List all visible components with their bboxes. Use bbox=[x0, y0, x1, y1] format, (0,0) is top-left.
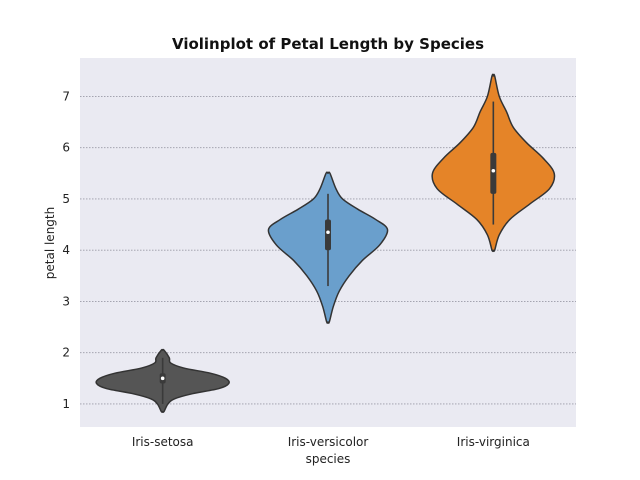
y-tick-label-7: 7 bbox=[62, 89, 70, 103]
x-tick-label-Iris-versicolor: Iris-versicolor bbox=[288, 435, 369, 449]
y-tick-label-3: 3 bbox=[62, 294, 70, 308]
median-point-Iris-setosa bbox=[160, 376, 165, 381]
x-tick-labels: Iris-setosa Iris-versicolor Iris-virginica bbox=[132, 435, 530, 449]
iqr-box-Iris-versicolor bbox=[325, 219, 331, 251]
x-tick-label-Iris-virginica: Iris-virginica bbox=[457, 435, 530, 449]
y-tick-label-5: 5 bbox=[62, 192, 70, 206]
y-tick-labels: 1 2 3 4 5 6 7 bbox=[62, 89, 70, 411]
y-tick-label-1: 1 bbox=[62, 397, 70, 411]
y-tick-label-2: 2 bbox=[62, 346, 70, 360]
iqr-box-Iris-virginica bbox=[490, 152, 497, 194]
y-axis-label: petal length bbox=[43, 207, 57, 279]
y-tick-label-6: 6 bbox=[62, 141, 70, 155]
violins bbox=[95, 73, 556, 413]
x-tick-label-Iris-setosa: Iris-setosa bbox=[132, 435, 194, 449]
y-tick-label-4: 4 bbox=[62, 243, 70, 257]
median-point-Iris-versicolor bbox=[326, 230, 330, 235]
x-axis-label: species bbox=[306, 452, 351, 466]
chart-title: Violinplot of Petal Length by Species bbox=[172, 35, 484, 53]
median-point-Iris-virginica bbox=[491, 168, 496, 173]
